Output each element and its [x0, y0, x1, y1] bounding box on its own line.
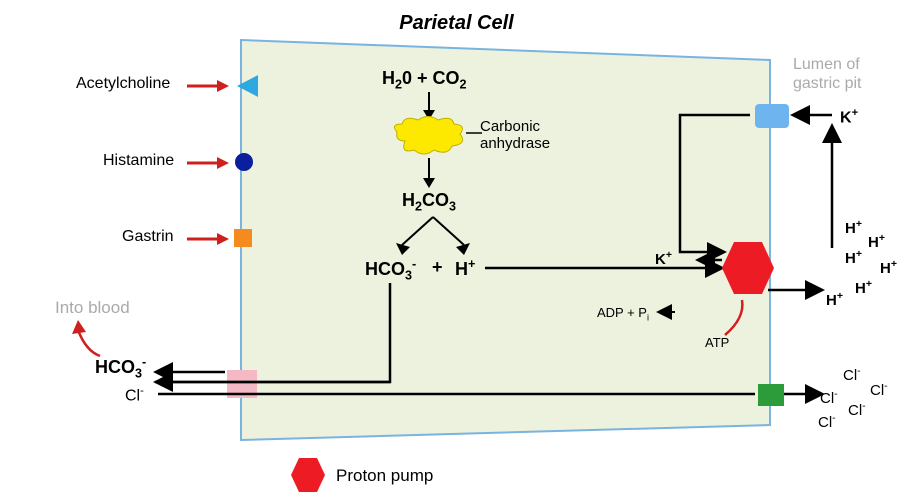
plus-label: + [432, 257, 443, 278]
cl-2: Cl- [820, 388, 838, 407]
k-into-cell-label: K+ [655, 249, 672, 268]
enzyme-line-icon [466, 132, 482, 134]
enzyme-to-intermediate-arrow [422, 158, 436, 188]
h-4: H+ [880, 258, 897, 277]
cl-3: Cl- [870, 380, 888, 399]
cl-5: Cl- [818, 412, 836, 431]
substrates-label: H20 + CO2 [382, 68, 467, 92]
hco3-cl-exchanger-icon [225, 368, 259, 400]
proton-product-label: H+ [455, 257, 475, 280]
carbonic-anhydrase-label: Carbonicanhydrase [480, 118, 550, 153]
k-channel-icon [755, 104, 789, 128]
legend-proton-pump-label: Proton pump [336, 466, 433, 486]
adp-label: ADP + Pi [597, 305, 649, 323]
acetylcholine-label: Acetylcholine [76, 75, 170, 93]
gastrin-arrow-icon [185, 231, 230, 247]
legend-proton-pump-icon [290, 457, 326, 493]
proton-pump-icon [720, 240, 776, 296]
bicarb-product-label: HCO3- [365, 257, 416, 283]
k-out-label: K+ [840, 107, 858, 127]
h-3: H+ [845, 248, 862, 267]
cl-channel-icon [758, 384, 784, 406]
h-1: H+ [845, 218, 862, 237]
carbonic-anhydrase-icon [390, 116, 468, 158]
hco3-out-label: HCO3- [95, 355, 146, 381]
histamine-arrow-icon [185, 155, 230, 171]
h-5: H+ [855, 278, 872, 297]
lumen-label: Lumen ofgastric pit [793, 55, 861, 93]
gastrin-receptor-icon [232, 227, 254, 249]
atp-label: ATP [705, 335, 729, 350]
cl-in-label: Cl- [125, 385, 144, 405]
acetylcholine-arrow-icon [185, 78, 230, 94]
h-6: H+ [826, 290, 843, 309]
split-arrows-icon [388, 215, 478, 257]
cl-1: Cl- [843, 365, 861, 384]
histamine-label: Histamine [103, 152, 174, 170]
gastrin-label: Gastrin [122, 228, 174, 246]
intermediate-label: H2CO3 [402, 190, 456, 214]
histamine-receptor-icon [233, 151, 255, 173]
h-2: H+ [868, 232, 885, 251]
into-blood-label: Into blood [55, 298, 130, 318]
cl-4: Cl- [848, 400, 866, 419]
acetylcholine-receptor-icon [232, 72, 260, 100]
